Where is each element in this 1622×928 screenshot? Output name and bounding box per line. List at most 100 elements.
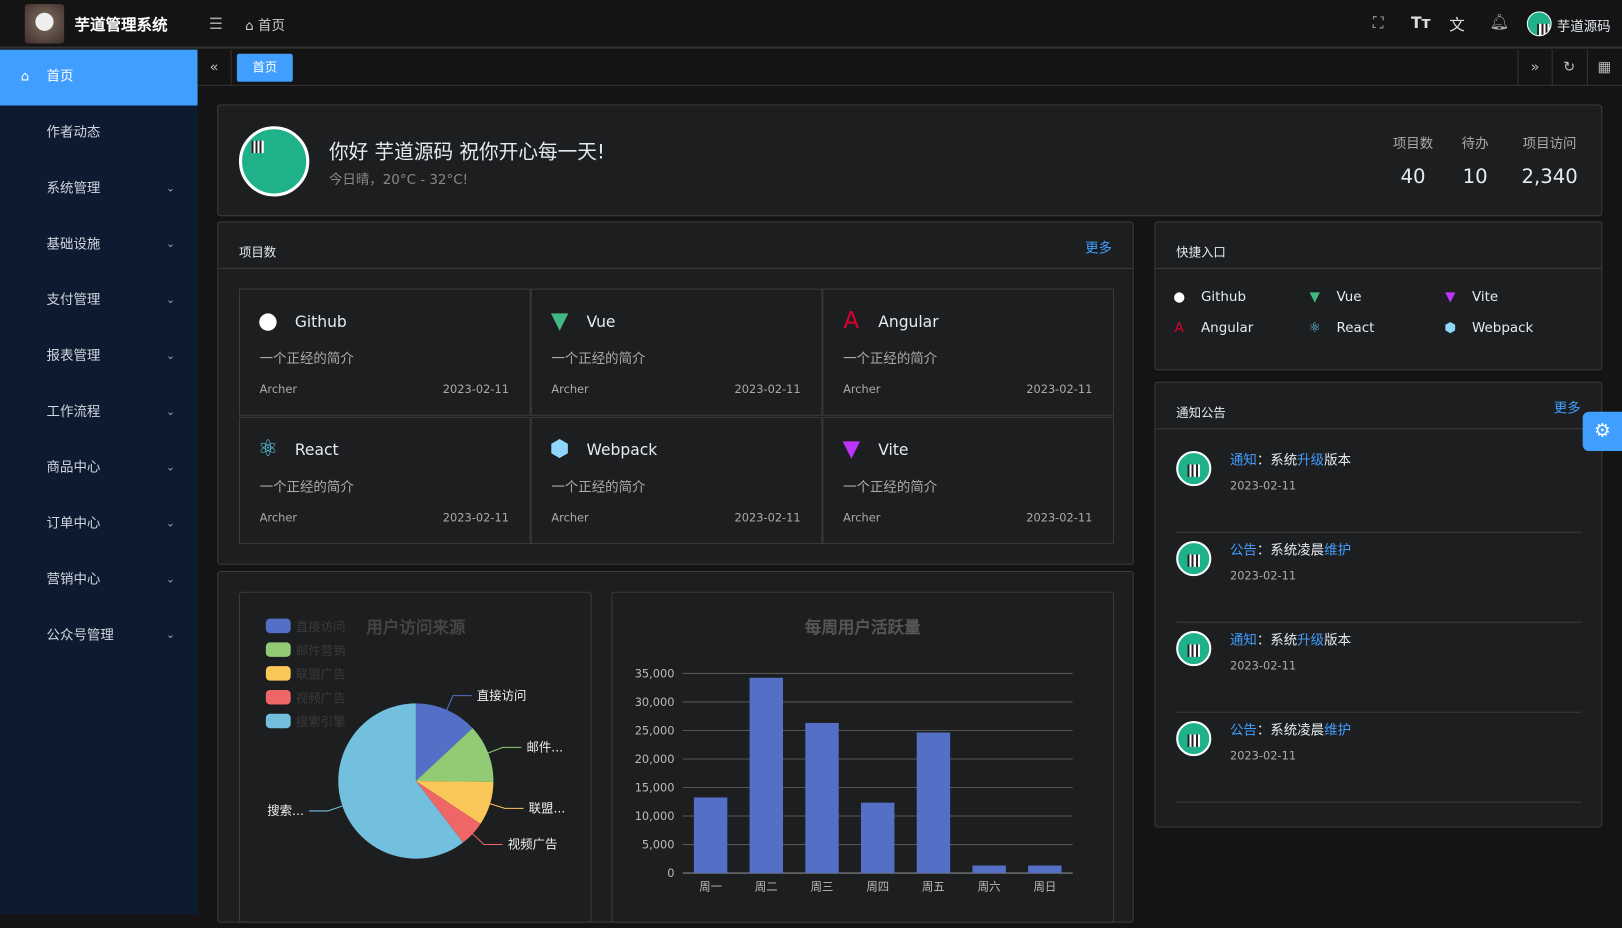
x-tick-label: 周二 [755,880,778,894]
menu-fold-icon[interactable]: ☰ [208,14,223,34]
chevron-down-icon: ⌄ [166,238,175,251]
sidebar-item[interactable]: 工作流程 ⌄ [0,385,198,441]
sidebar-item[interactable]: 支付管理 ⌄ [0,273,198,329]
vite-icon: ▼ [842,436,861,463]
legend-label[interactable]: 邮件营销 [296,643,346,658]
grid-menu-icon[interactable]: ▦ [1586,49,1621,86]
project-desc: 一个正经的简介 [843,479,938,496]
notice-item[interactable]: 通知：系统升级版本 2023-02-11 [1176,623,1582,713]
sidebar-item-label: 公众号管理 [46,627,114,644]
scroll-right-button[interactable]: » [1517,49,1552,86]
project-card[interactable]: A Angular 一个正经的简介 Archer 2023-02-11 [822,288,1115,416]
legend-swatch[interactable] [265,689,291,705]
tab-home[interactable]: 首页 [236,53,293,82]
project-card[interactable]: ⬢ Webpack 一个正经的简介 Archer 2023-02-11 [530,416,823,545]
shortcut-item[interactable]: ▼ Vue [1305,289,1362,306]
project-date: 2023-02-11 [734,511,801,525]
legend-swatch[interactable] [265,618,291,634]
sidebar-item[interactable]: 订单中心 ⌄ [0,497,198,553]
settings-gear-button[interactable]: ⚙ [1582,411,1622,452]
notice-title: 通知：系统升级版本 [1229,633,1352,649]
slice-label: 搜索... [267,803,304,818]
bar[interactable] [1028,865,1062,874]
sidebar-item[interactable]: 作者动态 [0,106,198,162]
project-name: Vite [878,440,909,460]
sidebar-item-label: 首页 [46,69,74,85]
sidebar-item[interactable]: 报表管理 ⌄ [0,329,198,385]
project-name: Github [294,312,347,332]
project-author: Archer [259,511,298,525]
user-name[interactable]: 芋道源码 [1556,19,1611,36]
shortcut-label: Github [1200,289,1246,306]
legend-label[interactable]: 直接访问 [296,619,346,634]
legend-label[interactable]: 视频广告 [296,690,346,705]
project-card[interactable]: ▼ Vite 一个正经的简介 Archer 2023-02-11 [822,416,1115,545]
sidebar: ⌂ 首页 作者动态 系统管理 ⌄ 基础设施 ⌄ 支付管理 ⌄ 报表管理 ⌄ 工作流程 ⌄ 商品中心 ⌄ 订单中… [0,49,198,915]
project-date: 2023-02-11 [442,511,509,525]
legend-swatch[interactable] [265,642,291,657]
refresh-icon[interactable]: ↻ [1551,49,1586,86]
pie-slice[interactable] [415,703,473,782]
notices-more-link[interactable]: 更多 [1553,401,1581,417]
notice-date: 2023-02-11 [1229,658,1297,673]
pie-slice[interactable] [415,781,481,843]
projects-card: 项目数 更多 ● Github 一个正经的简介 Archer 2023-02-11 ▼ Vu… [217,221,1134,565]
notice-item[interactable]: 公告：系统凌晨维护 2023-02-11 [1176,713,1582,803]
notice-item[interactable]: 公告：系统凌晨维护 2023-02-11 [1176,533,1582,623]
shortcut-item[interactable]: ⚛ React [1305,321,1375,337]
project-card[interactable]: ● Github 一个正经的简介 Archer 2023-02-11 [238,288,531,416]
bar[interactable] [916,732,951,874]
sidebar-item-label: 工作流程 [46,404,101,420]
fullscreen-icon[interactable]: ⛶ [1372,13,1384,33]
slice-label: 直接访问 [477,688,527,703]
legend-label[interactable]: 搜索引擎 [296,714,346,729]
pie-slice[interactable] [338,703,464,859]
notice-item[interactable]: 通知：系统升级版本 2023-02-11 [1176,443,1582,533]
project-card[interactable]: ▼ Vue 一个正经的简介 Archer 2023-02-11 [530,288,823,416]
legend-label[interactable]: 联盟广告 [296,667,346,682]
shortcuts-card: 快捷入口 ● Github ▼ Vue ▼ Vite A Angular ⚛ React ⬢ Webp… [1154,221,1603,371]
bell-icon[interactable]: 🔔︎ [1489,12,1510,32]
legend-swatch[interactable] [265,666,291,681]
y-tick-label: 35,000 [635,667,675,681]
user-avatar[interactable] [1526,11,1552,37]
sidebar-item[interactable]: 营销中心 ⌄ [0,552,198,608]
sidebar-item[interactable]: ⌂ 首页 [0,49,198,106]
bar[interactable] [749,677,784,874]
bar[interactable] [861,802,895,874]
y-tick-label: 25,000 [635,724,675,738]
projects-more-link[interactable]: 更多 [1085,241,1113,257]
shortcut-item[interactable]: ⬢ Webpack [1441,321,1533,337]
sidebar-item[interactable]: 商品中心 ⌄ [0,441,198,497]
stat-projects: 项目数 40 [1392,136,1434,189]
project-date: 2023-02-11 [734,382,801,397]
scroll-left-button[interactable]: « [198,49,232,86]
sidebar-item[interactable]: 系统管理 ⌄ [0,161,198,217]
chevron-down-icon: ⌄ [166,406,175,418]
label-line [489,803,524,809]
pie-slice[interactable] [415,728,494,782]
shortcut-item[interactable]: ▼ Vite [1441,290,1498,306]
font-size-icon[interactable]: Tт [1410,13,1431,33]
y-tick-label: 15,000 [635,781,675,795]
legend-swatch[interactable] [265,713,291,729]
pie-slice[interactable] [415,781,494,824]
vue-icon: ▼ [1309,289,1320,306]
bar[interactable] [693,797,728,874]
shortcut-item[interactable]: A Angular [1170,321,1254,337]
bar-chart-panel: 每周用户活跃量 0 5,000 10,000 15,000 20,000 25,000 30,… [611,591,1115,923]
bar[interactable] [972,865,1006,874]
bar[interactable] [805,722,839,874]
sidebar-item[interactable]: 公众号管理 ⌄ [0,608,198,664]
sidebar-item[interactable]: 基础设施 ⌄ [0,217,198,273]
notices-title: 通知公告 [1176,405,1226,420]
app-title: 芋道管理系统 [74,15,168,35]
pie-chart-panel: 用户访问来源 直接访问 邮件营销 联盟广告 视频广告 搜索引擎 直接访问 邮件... 联盟...… [238,591,592,923]
shortcut-item[interactable]: ● Github [1170,290,1246,306]
notice-date: 2023-02-11 [1229,748,1297,763]
breadcrumb[interactable]: ⌂ 首页 [245,14,285,35]
project-card[interactable]: ⚛ React 一个正经的简介 Archer 2023-02-11 [238,416,531,545]
translate-icon[interactable]: 文 [1449,15,1465,35]
project-author: Archer [843,511,881,525]
weather: 今日晴，20°C - 32°C! [328,172,468,189]
